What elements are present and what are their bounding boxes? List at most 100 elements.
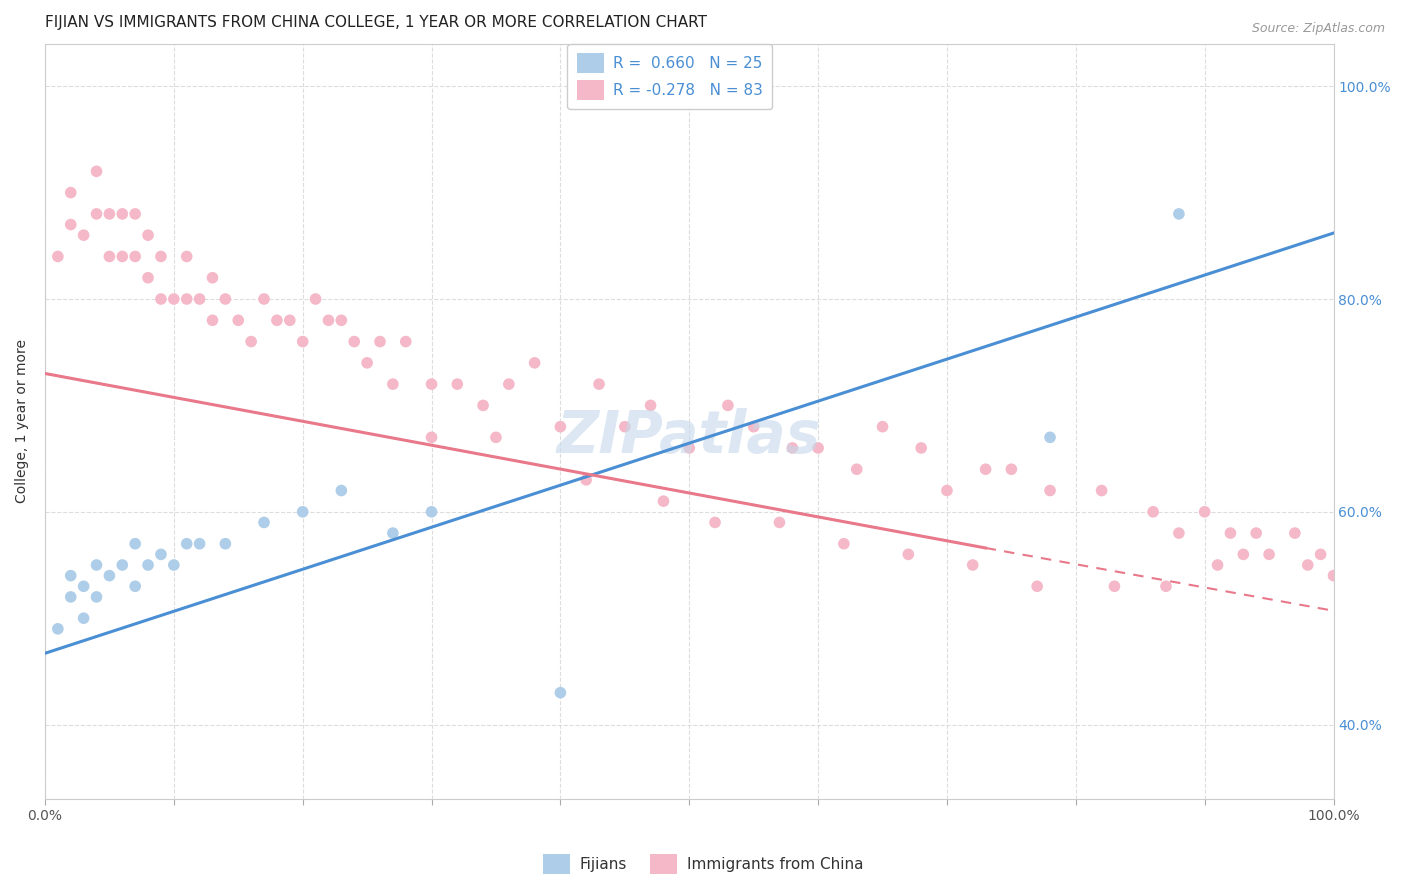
Point bbox=[330, 313, 353, 327]
Point bbox=[1142, 505, 1164, 519]
Point bbox=[111, 250, 134, 264]
Point bbox=[523, 356, 546, 370]
Text: Source: ZipAtlas.com: Source: ZipAtlas.com bbox=[1251, 22, 1385, 36]
Point bbox=[188, 537, 211, 551]
Point bbox=[832, 537, 855, 551]
Point bbox=[936, 483, 959, 498]
Point bbox=[420, 377, 443, 392]
Point bbox=[201, 270, 224, 285]
Point bbox=[1296, 558, 1319, 572]
Text: ZIPatlas: ZIPatlas bbox=[557, 408, 821, 465]
Point bbox=[86, 558, 108, 572]
Point bbox=[291, 334, 314, 349]
Point bbox=[149, 547, 172, 561]
Point bbox=[201, 313, 224, 327]
Point bbox=[149, 250, 172, 264]
Point bbox=[1104, 579, 1126, 593]
Point bbox=[962, 558, 984, 572]
Point bbox=[59, 186, 82, 200]
Point bbox=[124, 207, 146, 221]
Point bbox=[59, 590, 82, 604]
Point bbox=[304, 292, 326, 306]
Point bbox=[1219, 526, 1241, 541]
Point bbox=[86, 207, 108, 221]
Point bbox=[1039, 483, 1062, 498]
Point bbox=[446, 377, 468, 392]
Point bbox=[381, 377, 404, 392]
Point bbox=[46, 250, 69, 264]
Point bbox=[176, 250, 198, 264]
Point bbox=[897, 547, 920, 561]
Point bbox=[395, 334, 418, 349]
Point bbox=[72, 579, 94, 593]
Point bbox=[368, 334, 391, 349]
Point bbox=[1000, 462, 1022, 476]
Point bbox=[46, 622, 69, 636]
Point bbox=[1232, 547, 1254, 561]
Point bbox=[652, 494, 675, 508]
Point bbox=[176, 537, 198, 551]
Point bbox=[782, 441, 804, 455]
Point bbox=[1284, 526, 1306, 541]
Point bbox=[86, 164, 108, 178]
Point bbox=[98, 568, 121, 582]
Point bbox=[136, 558, 159, 572]
Point bbox=[111, 207, 134, 221]
Point bbox=[59, 568, 82, 582]
Point bbox=[214, 537, 236, 551]
Point bbox=[704, 516, 727, 530]
Point bbox=[86, 590, 108, 604]
Point bbox=[72, 611, 94, 625]
Point bbox=[1309, 547, 1331, 561]
Point bbox=[485, 430, 508, 444]
Point bbox=[188, 292, 211, 306]
Point bbox=[550, 686, 572, 700]
Point bbox=[678, 441, 700, 455]
Point bbox=[124, 250, 146, 264]
Point bbox=[1167, 526, 1189, 541]
Point bbox=[136, 228, 159, 243]
Point bbox=[910, 441, 932, 455]
Point bbox=[330, 483, 353, 498]
Point bbox=[588, 377, 610, 392]
Point bbox=[136, 270, 159, 285]
Point bbox=[59, 218, 82, 232]
Point bbox=[845, 462, 868, 476]
Point bbox=[98, 250, 121, 264]
Point bbox=[163, 558, 186, 572]
Point bbox=[163, 292, 186, 306]
Point bbox=[1090, 483, 1112, 498]
Text: FIJIAN VS IMMIGRANTS FROM CHINA COLLEGE, 1 YEAR OR MORE CORRELATION CHART: FIJIAN VS IMMIGRANTS FROM CHINA COLLEGE,… bbox=[45, 15, 707, 30]
Point bbox=[974, 462, 997, 476]
Point bbox=[640, 398, 662, 412]
Point bbox=[717, 398, 740, 412]
Point bbox=[420, 505, 443, 519]
Y-axis label: College, 1 year or more: College, 1 year or more bbox=[15, 339, 30, 503]
Point bbox=[1206, 558, 1229, 572]
Point bbox=[498, 377, 520, 392]
Point bbox=[472, 398, 495, 412]
Point bbox=[124, 537, 146, 551]
Point bbox=[1194, 505, 1216, 519]
Point bbox=[111, 558, 134, 572]
Point bbox=[742, 419, 765, 434]
Point bbox=[1039, 430, 1062, 444]
Point bbox=[98, 207, 121, 221]
Point bbox=[176, 292, 198, 306]
Point bbox=[253, 516, 276, 530]
Point bbox=[420, 430, 443, 444]
Point bbox=[807, 441, 830, 455]
Point bbox=[214, 292, 236, 306]
Point bbox=[1322, 568, 1344, 582]
Point bbox=[1154, 579, 1177, 593]
Point bbox=[266, 313, 288, 327]
Point bbox=[356, 356, 378, 370]
Point bbox=[1026, 579, 1049, 593]
Legend: Fijians, Immigrants from China: Fijians, Immigrants from China bbox=[537, 848, 869, 880]
Point bbox=[291, 505, 314, 519]
Point bbox=[1244, 526, 1267, 541]
Point bbox=[872, 419, 894, 434]
Point bbox=[381, 526, 404, 541]
Point bbox=[72, 228, 94, 243]
Legend: R =  0.660   N = 25, R = -0.278   N = 83: R = 0.660 N = 25, R = -0.278 N = 83 bbox=[568, 44, 772, 109]
